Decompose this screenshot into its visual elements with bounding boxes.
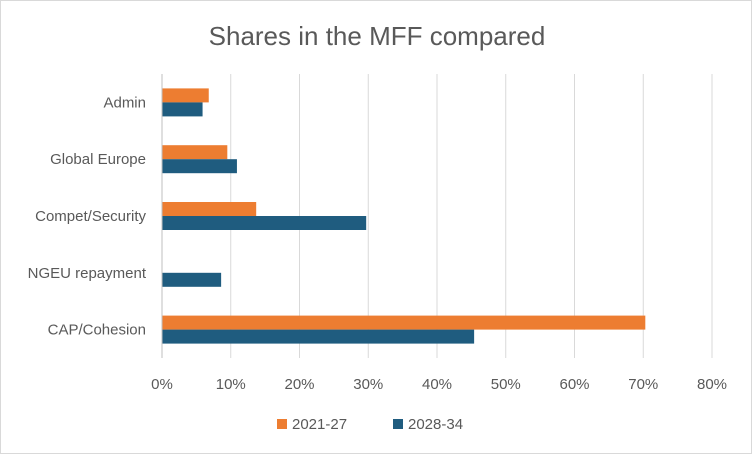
x-tick-label-80: 80% [697,376,727,393]
legend-swatch-2021-27 [277,419,287,429]
x-tick-labels: 0% 10% 20% 30% 40% 50% 60% 70% 80% [151,376,727,393]
bar-admin-2028-34 [162,102,203,117]
chart-title: Shares in the MFF compared [209,21,546,51]
bar-global-europe-2021-27 [162,145,228,160]
bar-admin-2021-27 [162,88,209,103]
x-tick-label-30: 30% [353,376,383,393]
legend: 2021-27 2028-34 [277,416,463,433]
bar-compet-security-2021-27 [162,202,257,216]
bar-global-europe-2028-34 [162,159,237,174]
category-label-ngeu-repayment: NGEU repayment [28,265,147,282]
bar-cap-cohesion-2028-34 [162,329,475,344]
category-label-compet-security: Compet/Security [35,208,146,225]
x-tick-label-0: 0% [151,376,173,393]
gridlines [230,74,713,358]
x-tick-label-10: 10% [216,376,246,393]
x-tick-label-40: 40% [422,376,452,393]
x-tick-label-60: 60% [559,376,589,393]
legend-label-2028-34: 2028-34 [408,416,463,433]
x-tick-label-70: 70% [628,376,658,393]
x-tick-label-20: 20% [284,376,314,393]
category-label-admin: Admin [103,94,146,111]
category-label-global-europe: Global Europe [50,151,146,168]
bar-ngeu-repayment-2028-34 [162,272,222,287]
legend-label-2021-27: 2021-27 [292,416,347,433]
category-labels: Admin Global Europe Compet/Security NGEU re… [28,94,147,338]
x-tick-label-50: 50% [491,376,521,393]
legend-swatch-2028-34 [393,419,403,429]
bar-cap-cohesion-2021-27 [162,315,646,330]
bars [162,88,646,344]
bar-compet-security-2028-34 [162,216,367,230]
category-label-cap-cohesion: CAP/Cohesion [48,322,146,339]
